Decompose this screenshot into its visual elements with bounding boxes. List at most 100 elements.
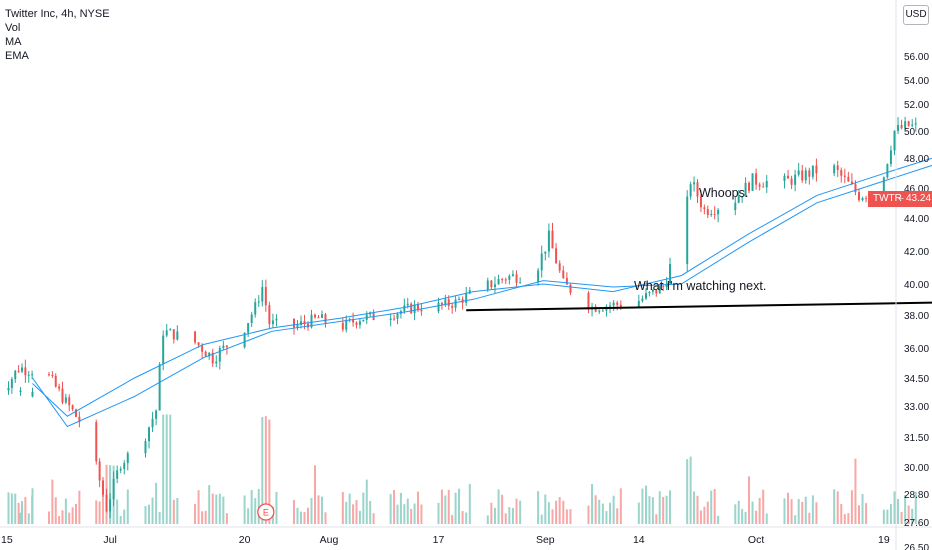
volume-bar xyxy=(648,496,651,524)
candle-body xyxy=(665,283,668,288)
volume-bar xyxy=(31,495,34,524)
volume-bar xyxy=(257,488,260,524)
time-tick-label: Oct xyxy=(748,534,764,546)
volume-bar xyxy=(762,489,765,524)
volume-bar xyxy=(840,503,843,524)
candle-body xyxy=(162,335,165,365)
price-tick-label: 52.00 xyxy=(904,100,929,111)
support-trendline[interactable] xyxy=(466,299,932,312)
volume-bar xyxy=(861,493,864,524)
price-tag-value: 43.24 xyxy=(906,193,932,204)
volume-bar xyxy=(794,515,797,524)
volume-bar xyxy=(686,459,689,524)
price-axis[interactable]: 26.50 27.60 28.80 30.00 31.50 33.00 34.50 36.00… xyxy=(904,52,929,550)
volume-bar xyxy=(703,506,706,524)
volume-bar xyxy=(61,510,64,524)
candle-body xyxy=(48,374,50,376)
volume-bar xyxy=(748,476,750,524)
candle-body xyxy=(417,304,419,310)
candle-body xyxy=(547,230,550,252)
volume-bar xyxy=(54,497,57,524)
legend-item-ma[interactable]: MA xyxy=(5,36,22,48)
volume-bar xyxy=(303,512,306,524)
earnings-marker[interactable] xyxy=(257,503,275,521)
price-tag-symbol: TWTR xyxy=(873,193,902,204)
candle-body xyxy=(403,305,406,312)
price-tick-label: 48.00 xyxy=(904,154,929,165)
volume-bar xyxy=(48,511,50,524)
time-tick-label: 14 xyxy=(633,534,645,546)
volume-bar xyxy=(268,419,271,524)
candle-body xyxy=(689,184,692,197)
volume-bar xyxy=(24,497,27,524)
candle-body xyxy=(119,468,122,471)
price-tick-label: 26.50 xyxy=(904,543,929,550)
candle-body xyxy=(155,410,158,419)
volume-bar xyxy=(551,509,554,524)
candle-body xyxy=(744,182,747,197)
candle-body xyxy=(215,361,218,364)
candle-body xyxy=(172,329,175,340)
candle-body xyxy=(362,319,365,322)
candle-body xyxy=(324,314,327,323)
volume-bar xyxy=(558,497,561,524)
volume-bar xyxy=(594,495,597,524)
chart-legend: Twitter Inc, 4h, NYSE Vol MA EMA xyxy=(5,7,110,63)
candle-body xyxy=(537,270,540,283)
time-tick-label: 17 xyxy=(433,534,445,546)
candle-body xyxy=(451,305,454,308)
volume-bar xyxy=(882,509,885,524)
volume-bar xyxy=(515,498,518,524)
volume-bar xyxy=(904,494,907,524)
volume-bar xyxy=(655,514,658,524)
candle-body xyxy=(555,248,558,264)
candle-body xyxy=(797,170,800,175)
candle-body xyxy=(804,170,807,181)
volume-bars xyxy=(7,414,917,524)
volume-bar xyxy=(645,485,647,524)
volume-bar xyxy=(605,511,608,524)
volume-bar xyxy=(900,512,903,524)
candle-body xyxy=(51,374,54,376)
time-tick-label: 19 xyxy=(878,534,890,546)
volume-bar xyxy=(321,496,323,524)
volume-bar xyxy=(194,503,197,524)
last-price-tag: TWTR – 43.24 xyxy=(868,191,932,207)
candle-body xyxy=(662,286,665,288)
candle-body xyxy=(762,186,765,188)
currency-badge[interactable]: USD xyxy=(903,5,929,25)
legend-item-vol[interactable]: Vol xyxy=(5,22,21,34)
volume-bar xyxy=(511,507,514,524)
volume-bar xyxy=(850,490,853,524)
candle-body xyxy=(165,330,168,336)
candle-body xyxy=(840,169,843,176)
candle-body xyxy=(551,230,554,249)
volume-bar xyxy=(744,511,747,524)
volume-bar xyxy=(458,488,460,524)
price-tick-label: 36.00 xyxy=(904,344,929,355)
candle-body xyxy=(68,397,71,406)
volume-bar xyxy=(58,515,61,524)
volume-bar xyxy=(399,492,402,524)
candle-body xyxy=(619,304,622,307)
volume-bar xyxy=(565,509,568,524)
time-tick-label: Jul xyxy=(103,534,116,546)
time-axis[interactable]: 15Jul20Aug17Sep14Oct19Nov16Dec xyxy=(1,534,932,546)
legend-item-ema[interactable]: EMA xyxy=(5,50,29,62)
candle-body xyxy=(250,314,253,324)
price-tick-label: 50.00 xyxy=(904,127,929,138)
moving-averages xyxy=(32,157,932,428)
volume-bar xyxy=(544,494,547,524)
volume-bar xyxy=(914,491,917,524)
candle-body xyxy=(893,130,896,151)
volume-bar xyxy=(247,508,250,524)
volume-bar xyxy=(797,498,800,524)
volume-bar xyxy=(71,507,74,524)
volume-bar xyxy=(7,492,10,524)
candle-body xyxy=(515,274,518,283)
volume-bar xyxy=(372,513,375,524)
volume-bar xyxy=(741,509,744,524)
volume-bar xyxy=(889,504,892,524)
candle-body xyxy=(748,182,750,191)
